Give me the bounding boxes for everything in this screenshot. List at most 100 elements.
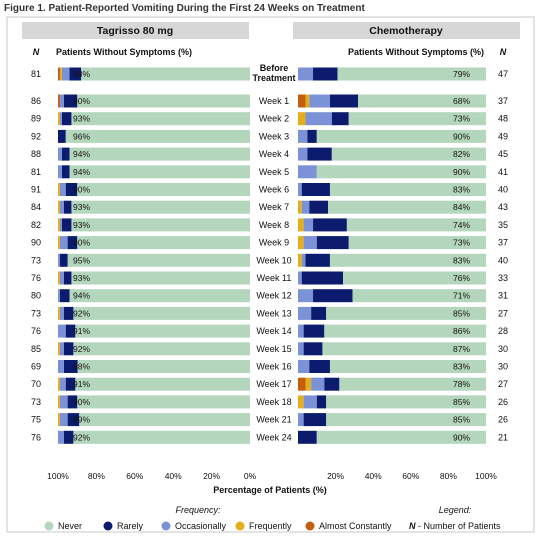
tagrisso-bar-rarely-week-8 <box>61 218 72 232</box>
tagrisso-bar-occasionally-week-6 <box>59 183 66 196</box>
tagrisso-bar-occasionally-week-5 <box>58 165 62 179</box>
tagrisso-bar-never-week-8 <box>71 218 250 232</box>
tagrisso-bar-frequently-week-7 <box>58 200 60 214</box>
legend-n-note: N - Number of Patients <box>409 521 501 531</box>
chemo-bar-rarely-week-7 <box>309 200 329 214</box>
tagrisso-n-week-17: 70 <box>31 379 41 389</box>
chemo-never-pct-week-15: 87% <box>453 344 470 354</box>
chemo-bar-occasionally-before-treatment <box>298 67 314 81</box>
tagrisso-bar-occasionally-week-13 <box>59 306 64 320</box>
chemo-n-week-7: 43 <box>498 202 508 212</box>
chemo-bar-frequently-week-18 <box>298 395 304 409</box>
category-label-week-1: Week 1 <box>259 96 289 106</box>
chemo-never-pct-week-10: 83% <box>453 255 470 265</box>
tagrisso-bar-occasionally-week-16 <box>58 360 64 373</box>
tagrisso-never-pct-week-5: 94% <box>73 167 90 177</box>
tagrisso-bar-frequently-week-9 <box>58 236 60 250</box>
category-label-week-18: Week 18 <box>256 397 291 407</box>
tagrisso-never-pct-week-2: 93% <box>73 114 90 124</box>
tagrisso-bar-frequently-week-11 <box>58 271 60 285</box>
chemo-bar-never-week-21 <box>326 413 486 427</box>
tagrisso-bar-rarely-week-6 <box>65 183 78 196</box>
tagrisso-never-pct-week-4: 94% <box>73 149 90 159</box>
chemo-bar-rarely-week-16 <box>309 360 330 373</box>
tagrisso-n-week-16: 69 <box>31 362 41 372</box>
tagrisso-bar-never-week-21 <box>79 413 251 427</box>
chemo-n-week-9: 37 <box>498 238 508 248</box>
tagrisso-never-pct-week-10: 95% <box>73 255 90 265</box>
chemo-bar-occasionally-week-13 <box>298 306 312 320</box>
chemo-bar-occasionally-week-4 <box>298 147 308 161</box>
chemo-bar-occasionally-week-6 <box>298 183 302 196</box>
tagrisso-never-pct-week-9: 90% <box>73 238 90 248</box>
right-panel-header-box <box>293 22 520 39</box>
tagrisso-n-week-6: 91 <box>31 185 41 195</box>
tagrisso-n-week-5: 81 <box>31 167 41 177</box>
chemo-bar-rarely-week-3 <box>307 129 317 143</box>
chemo-bar-occasionally-week-14 <box>298 324 304 338</box>
chemo-bar-rarely-week-14 <box>303 324 325 338</box>
tagrisso-never-pct-week-7: 93% <box>73 202 90 212</box>
tagrisso-never-pct-week-14: 91% <box>73 326 90 336</box>
chemo-n-week-4: 45 <box>498 149 508 159</box>
chemo-bar-rarely-before-treatment <box>313 67 338 81</box>
x-tick-label-10: 100% <box>475 471 497 481</box>
tagrisso-bar-occasionally-week-2 <box>59 112 62 126</box>
category-label-week-7: Week 7 <box>259 202 289 212</box>
tagrisso-bar-frequently-week-2 <box>58 112 60 126</box>
tagrisso-bar-frequently-week-15 <box>58 342 60 356</box>
tagrisso-bar-never-week-9 <box>77 236 250 250</box>
right-n-header: N <box>500 47 507 57</box>
tagrisso-never-pct-week-1: 90% <box>73 96 90 106</box>
tagrisso-never-pct-week-18: 90% <box>73 397 90 407</box>
chemo-bar-rarely-week-1 <box>329 94 359 108</box>
chemo-bar-occasionally-week-3 <box>298 129 308 143</box>
chemo-bar-rarely-week-11 <box>301 271 344 285</box>
x-tick-label-7: 40% <box>365 471 382 481</box>
tagrisso-bar-rarely-week-1 <box>63 94 78 108</box>
chemo-never-pct-week-8: 74% <box>453 220 470 230</box>
tagrisso-bar-rarely-week-13 <box>63 306 74 320</box>
chemo-bar-occasionally-week-21 <box>298 413 304 427</box>
tagrisso-n-before-treatment: 81 <box>31 69 41 79</box>
chemo-bar-frequently-week-1 <box>305 94 310 108</box>
tagrisso-bar-never-week-7 <box>71 200 250 214</box>
tagrisso-n-week-14: 76 <box>31 326 41 336</box>
tagrisso-bar-frequently-week-21 <box>58 413 60 427</box>
tagrisso-bar-frequently-week-13 <box>58 306 60 320</box>
tagrisso-never-pct-week-13: 92% <box>73 308 90 318</box>
tagrisso-bar-occasionally-week-4 <box>58 147 62 161</box>
chemo-bar-occasionally-week-10 <box>301 253 306 267</box>
chemo-bar-never-week-12 <box>352 289 486 303</box>
tagrisso-n-week-18: 73 <box>31 397 41 407</box>
x-tick-label-8: 60% <box>402 471 419 481</box>
chemo-bar-occasionally-week-8 <box>303 218 314 232</box>
chemo-never-pct-week-13: 85% <box>453 308 470 318</box>
chemo-n-week-11: 33 <box>498 273 508 283</box>
tagrisso-never-pct-week-24: 92% <box>73 432 90 442</box>
legend-frequently-swatch <box>235 521 245 531</box>
tagrisso-bar-rarely-week-7 <box>63 200 72 214</box>
chemo-bar-never-week-4 <box>331 147 486 161</box>
chemo-bar-occasionally-week-16 <box>298 360 310 373</box>
chemo-never-pct-week-11: 76% <box>453 273 470 283</box>
tagrisso-bar-occasionally-week-7 <box>59 200 64 214</box>
chemo-bar-rarely-week-2 <box>331 112 349 126</box>
chemo-bar-never-week-7 <box>328 200 486 214</box>
tagrisso-n-week-21: 75 <box>31 415 41 425</box>
tagrisso-never-pct-before-treatment: 88% <box>73 69 90 79</box>
chemo-bar-never-week-15 <box>322 342 486 356</box>
tagrisso-bar-rarely-week-2 <box>61 112 72 126</box>
chemo-bar-occasionally-week-9 <box>303 236 317 250</box>
chemo-n-week-17: 27 <box>498 379 508 389</box>
tagrisso-bar-frequently-week-6 <box>58 183 60 196</box>
chemo-never-pct-week-4: 82% <box>453 149 470 159</box>
chemo-never-pct-week-18: 85% <box>453 397 470 407</box>
chemo-bar-occasionally-week-18 <box>303 395 317 409</box>
chemo-bar-never-week-2 <box>348 112 486 126</box>
tagrisso-bar-rarely-week-21 <box>67 413 80 427</box>
chemo-bar-occasionally-week-5 <box>298 165 317 179</box>
chemo-bar-never-week-16 <box>329 360 486 373</box>
chemo-bar-never-week-8 <box>346 218 486 232</box>
